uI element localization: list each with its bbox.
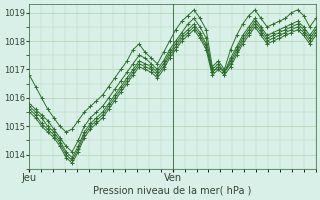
X-axis label: Pression niveau de la mer( hPa ): Pression niveau de la mer( hPa ) <box>93 186 252 196</box>
